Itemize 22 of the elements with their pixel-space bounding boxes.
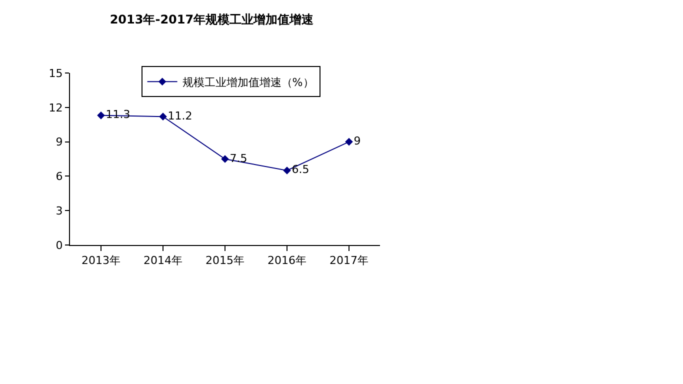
data-label: 6.5	[292, 163, 310, 176]
point	[345, 138, 353, 146]
legend-label: 规模工业增加值增速（%）	[182, 76, 314, 89]
point	[159, 112, 167, 120]
y-tick-label: 3	[56, 204, 63, 218]
data-label: 9	[354, 134, 361, 148]
y-tick-label: 6	[56, 170, 63, 184]
x-tick-label: 2014年	[144, 254, 182, 268]
chart-title: 2013年-2017年规模工业增加值增速	[110, 12, 315, 26]
point	[221, 155, 229, 163]
x-tick-label: 2017年	[330, 254, 368, 268]
y-tick-label: 0	[56, 238, 63, 252]
x-tick-label: 2015年	[206, 254, 244, 268]
y-tick-label: 12	[48, 101, 63, 114]
point	[97, 112, 105, 120]
point	[283, 166, 291, 174]
y-tick-label: 9	[56, 136, 63, 149]
data-label: 11.2	[168, 109, 192, 122]
y-tick-label: 15	[48, 66, 63, 80]
data-label: 7.5	[230, 152, 248, 165]
x-tick-label: 2016年	[268, 254, 306, 268]
x-tick-label: 2013年	[82, 254, 120, 268]
